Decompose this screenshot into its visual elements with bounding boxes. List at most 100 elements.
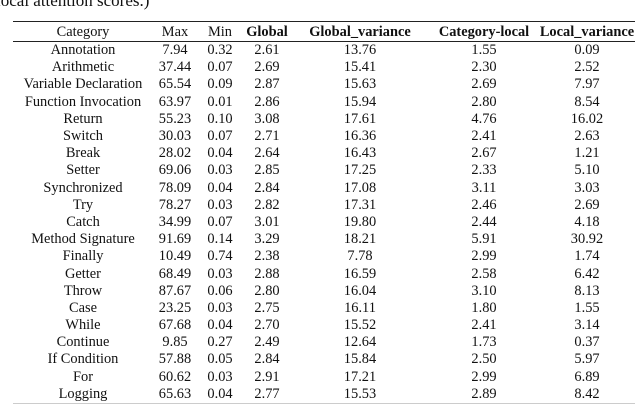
cell-global-variance: 12.64 [343, 334, 377, 351]
cell-category: Case [69, 299, 97, 316]
cell-global-variance: 16.36 [343, 128, 377, 145]
cell-min: 0.03 [207, 162, 233, 179]
cell-max: 28.02 [158, 145, 192, 162]
cell-max: 7.94 [162, 42, 188, 59]
cell-local-variance: 5.10 [574, 162, 600, 179]
table-row: Variable Declaration 65.54 0.09 2.87 15.63 2.… [13, 76, 635, 93]
cell-global: 2.91 [254, 368, 280, 385]
table-row: For 60.62 0.03 2.91 17.21 2.99 6.89 [13, 369, 635, 386]
table-row: While 67.68 0.04 2.70 15.52 2.41 3.14 [13, 317, 635, 334]
cell-category: Catch [66, 213, 100, 230]
cell-global: 3.08 [254, 110, 280, 127]
cell-global-variance: 15.52 [343, 317, 377, 334]
cell-max: 9.85 [162, 334, 188, 351]
header-max: Max [161, 24, 189, 40]
cell-category: Break [65, 145, 101, 162]
cell-global: 2.87 [254, 76, 280, 93]
cell-min: 0.07 [207, 59, 233, 76]
cell-global: 2.82 [254, 196, 280, 213]
cell-min: 0.04 [207, 145, 233, 162]
cell-min: 0.06 [207, 282, 233, 299]
cell-category: Finally [62, 248, 104, 265]
cell-global: 2.84 [254, 179, 280, 196]
cell-local-variance: 16.02 [570, 110, 604, 127]
cell-global-variance: 17.31 [343, 196, 377, 213]
cell-category-local: 2.33 [471, 162, 497, 179]
cell-category: Switch [63, 128, 103, 145]
cell-min: 0.05 [207, 351, 233, 368]
cell-category: Synchronized [43, 179, 123, 196]
cell-category-local: 5.91 [471, 231, 497, 248]
cell-category-local: 2.69 [471, 76, 497, 93]
cell-category: Variable Declaration [23, 76, 143, 93]
cell-min: 0.03 [207, 196, 233, 213]
cell-local-variance: 8.54 [574, 93, 600, 110]
cell-category: Annotation [50, 42, 116, 59]
cell-global: 2.86 [254, 93, 280, 110]
cell-max: 55.23 [158, 110, 192, 127]
cell-category: Setter [66, 162, 100, 179]
cell-max: 65.54 [158, 76, 192, 93]
table-row: Getter 68.49 0.03 2.88 16.59 2.58 6.42 [13, 265, 635, 282]
cell-category-local: 2.67 [471, 145, 497, 162]
cell-category: Throw [63, 282, 103, 299]
header-global: Global [246, 24, 288, 40]
cell-global-variance: 7.78 [347, 248, 373, 265]
cell-global: 2.49 [254, 334, 280, 351]
cell-global-variance: 17.08 [343, 179, 377, 196]
cell-category-local: 2.41 [471, 317, 497, 334]
cell-max: 67.68 [158, 317, 192, 334]
cell-local-variance: 5.97 [574, 351, 600, 368]
cell-global: 2.61 [254, 42, 280, 59]
cell-min: 0.03 [207, 368, 233, 385]
cell-local-variance: 7.97 [574, 76, 600, 93]
table-row: If Condition 57.88 0.05 2.84 15.84 2.50 5.97 [13, 351, 635, 368]
header-min: Min [208, 24, 232, 40]
cell-category: Function Invocation [24, 93, 142, 110]
cell-category-local: 3.10 [471, 282, 497, 299]
table-row: Throw 87.67 0.06 2.80 16.04 3.10 8.13 [13, 283, 635, 300]
cell-min: 0.03 [207, 265, 233, 282]
cell-global-variance: 16.59 [343, 265, 377, 282]
cell-category: While [65, 317, 101, 334]
cell-category: For [73, 368, 93, 385]
table-row: Switch 30.03 0.07 2.71 16.36 2.41 2.63 [13, 128, 635, 145]
cell-local-variance: 0.37 [574, 334, 600, 351]
table-row: Catch 34.99 0.07 3.01 19.80 2.44 4.18 [13, 214, 635, 231]
cell-global-variance: 18.21 [343, 231, 377, 248]
cell-max: 30.03 [158, 128, 192, 145]
cell-local-variance: 6.89 [574, 368, 600, 385]
cell-max: 78.09 [158, 179, 192, 196]
cell-category: If Condition [47, 351, 119, 368]
cell-category-local: 2.50 [471, 351, 497, 368]
cell-category-local: 2.46 [471, 196, 497, 213]
table-row: Break 28.02 0.04 2.64 16.43 2.67 1.21 [13, 145, 635, 162]
cell-local-variance: 8.13 [574, 282, 600, 299]
header-global-variance: Global_variance [309, 24, 411, 40]
cell-local-variance: 1.74 [574, 248, 600, 265]
table-row: Function Invocation 63.97 0.01 2.86 15.94 2.8… [13, 94, 635, 111]
cell-category: Getter [65, 265, 101, 282]
cell-local-variance: 30.92 [570, 231, 604, 248]
cell-max: 37.44 [158, 59, 192, 76]
table-row: Annotation 7.94 0.32 2.61 13.76 1.55 0.09 [13, 42, 635, 60]
header-category-local: Category-local [438, 24, 530, 40]
cell-global: 2.75 [254, 299, 280, 316]
table-row: Arithmetic 37.44 0.07 2.69 15.41 2.30 2.52 [13, 59, 635, 76]
cell-min: 0.74 [207, 248, 233, 265]
attention-scores-table: Category Max Min Global Global_variance … [13, 21, 635, 404]
cell-max: 57.88 [158, 351, 192, 368]
cell-global-variance: 17.21 [343, 368, 377, 385]
cell-global: 2.64 [254, 145, 280, 162]
cell-global: 2.71 [254, 128, 280, 145]
cell-local-variance: 2.63 [574, 128, 600, 145]
cell-min: 0.27 [207, 334, 233, 351]
cell-global-variance: 13.76 [343, 42, 377, 59]
table-row: Setter 69.06 0.03 2.85 17.25 2.33 5.10 [13, 162, 635, 179]
cell-min: 0.09 [207, 76, 233, 93]
cell-local-variance: 3.03 [574, 179, 600, 196]
cell-category-local: 3.11 [471, 179, 497, 196]
cell-global: 2.88 [254, 265, 280, 282]
cell-local-variance: 2.52 [574, 59, 600, 76]
cell-global-variance: 16.11 [344, 299, 376, 316]
